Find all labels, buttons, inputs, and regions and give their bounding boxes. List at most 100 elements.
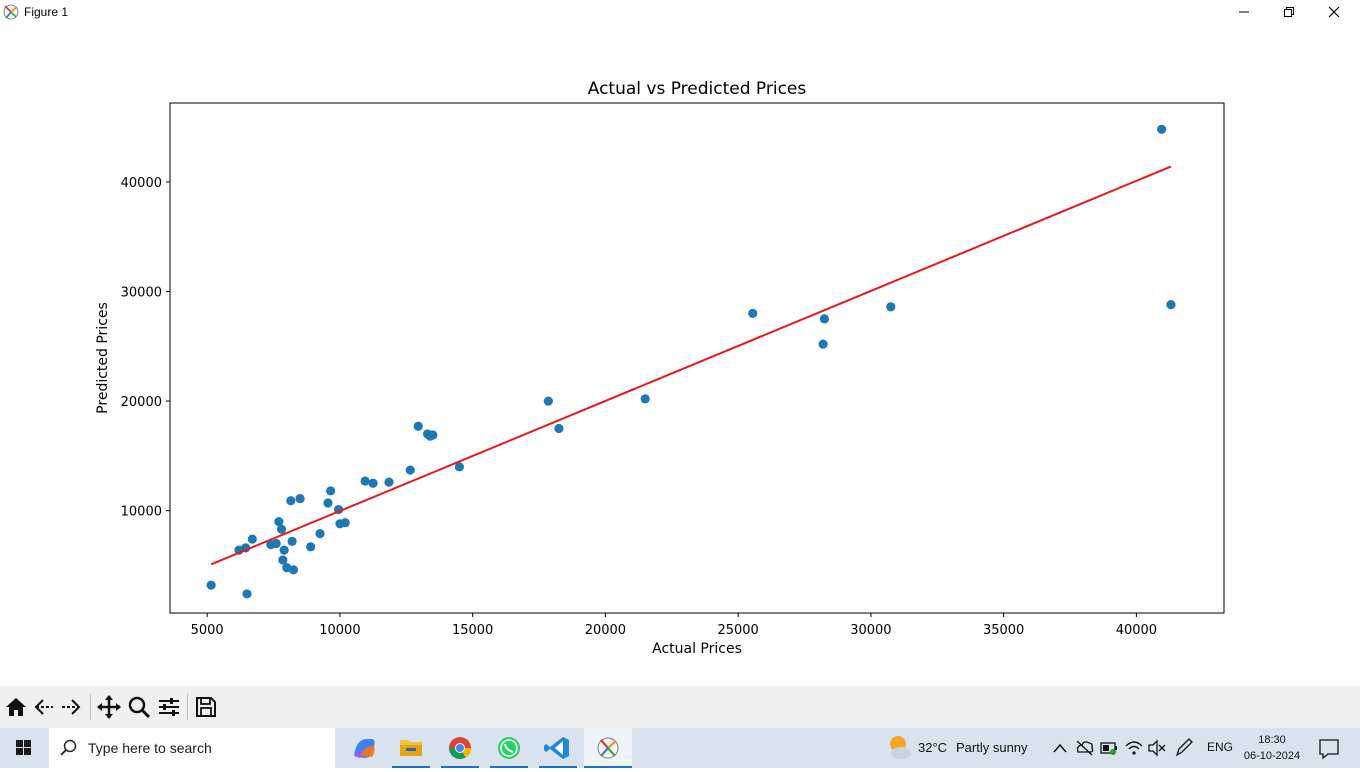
back-button[interactable] (31, 694, 57, 720)
scatter-point (288, 565, 299, 575)
zoom-button[interactable] (126, 694, 152, 720)
notification-icon (1319, 739, 1339, 760)
chevron-up-icon (1053, 743, 1067, 753)
chrome-icon (449, 737, 471, 759)
y-tick-label: 20000 (121, 395, 162, 410)
toolbar-separator (90, 694, 91, 720)
y-tick-label: 40000 (121, 176, 162, 191)
scatter-point (640, 394, 650, 404)
x-axis-label: Actual Prices (652, 641, 742, 657)
close-icon (1328, 6, 1340, 18)
taskbar-search-box[interactable]: Type here to search (49, 728, 335, 768)
save-icon (196, 697, 216, 717)
scatter-point (384, 477, 394, 487)
scatter-point (543, 396, 553, 406)
minimize-button[interactable] (1222, 0, 1266, 24)
running-indicator (441, 766, 479, 768)
pan-button[interactable] (96, 694, 122, 720)
taskbar-vscode[interactable] (535, 728, 581, 768)
taskbar-chrome[interactable] (437, 728, 483, 768)
scatter-point (274, 517, 284, 527)
battery-icon (1100, 742, 1117, 755)
scatter-point (286, 496, 296, 506)
notifications-button[interactable] (1314, 728, 1344, 768)
matplotlib-icon (597, 737, 619, 759)
taskbar-copilot[interactable] (340, 728, 388, 768)
scatter-point (819, 314, 830, 324)
axes-frame (169, 102, 1225, 614)
taskbar-python-figure[interactable] (584, 728, 632, 768)
configure-button[interactable] (156, 694, 182, 720)
running-indicator (584, 766, 632, 768)
minimize-icon (1239, 11, 1249, 13)
vscode-icon (544, 737, 569, 759)
back-icon (34, 699, 53, 715)
folder-icon (400, 740, 422, 756)
x-tick-label: 10000 (319, 623, 360, 638)
scatter-point (315, 529, 325, 539)
copilot-icon (354, 739, 375, 758)
start-button[interactable] (0, 728, 48, 768)
matplotlib-icon (3, 4, 19, 20)
clock-date: 06-10-2024 (1243, 750, 1301, 762)
taskbar-whatsapp[interactable] (486, 728, 532, 768)
scatter-point (206, 580, 216, 590)
figure-canvas[interactable]: Actual vs Predicted Prices Actual Prices… (0, 24, 1360, 686)
scatter-point (405, 465, 415, 475)
scatter-point (276, 524, 287, 534)
scatter-point (554, 423, 564, 434)
y-axis-label: Predicted Prices (95, 302, 111, 414)
tray-pen[interactable] (1173, 728, 1195, 768)
volume-muted-icon (1148, 739, 1166, 757)
search-placeholder: Type here to search (88, 740, 212, 756)
wifi-icon (1125, 741, 1143, 755)
y-tick-label: 30000 (121, 285, 162, 300)
tray-volume[interactable] (1146, 728, 1168, 768)
show-hidden-icons-button[interactable] (1050, 728, 1070, 768)
scatter-point (886, 302, 896, 312)
running-indicator (490, 766, 528, 768)
weather-temperature: 32°C (918, 740, 948, 755)
language-indicator[interactable]: ENG (1207, 740, 1234, 754)
search-icon (60, 739, 77, 756)
navigation-toolbar (0, 686, 1360, 728)
x-tick-label: 30000 (850, 623, 891, 638)
running-indicator (539, 766, 577, 768)
tray-onedrive[interactable] (1073, 728, 1095, 768)
scatter-point (1166, 300, 1176, 310)
tray-network[interactable] (1123, 728, 1145, 768)
scatter-point (360, 476, 370, 486)
home-button[interactable] (3, 694, 29, 720)
tray-battery[interactable] (1098, 728, 1120, 768)
cloud-offline-icon (1076, 740, 1094, 756)
restore-icon (1284, 7, 1294, 17)
forward-button[interactable] (58, 694, 84, 720)
weather-widget[interactable]: 32°C Partly sunny (880, 728, 1040, 768)
x-tick-label: 25000 (717, 623, 758, 638)
scatter-point (326, 486, 336, 496)
partly-sunny-icon (890, 736, 911, 759)
chart-title: Actual vs Predicted Prices (588, 79, 807, 99)
save-button[interactable] (193, 694, 219, 720)
scatter-point (323, 498, 333, 508)
taskbar-clock[interactable]: 18:30 06-10-2024 (1236, 732, 1308, 764)
x-tick-label: 35000 (983, 623, 1024, 638)
windows-taskbar: Type here to search (0, 728, 1360, 768)
scatter-point (278, 555, 288, 565)
toolbar-separator (187, 694, 188, 720)
scatter-point (748, 308, 758, 318)
scatter-point (279, 545, 289, 555)
scatter-point (340, 518, 350, 528)
zoom-icon (128, 696, 151, 719)
fit-line (210, 165, 1172, 566)
restore-button[interactable] (1267, 0, 1311, 24)
taskbar-file-explorer[interactable] (390, 728, 432, 768)
close-button[interactable] (1312, 0, 1356, 24)
forward-icon (62, 699, 81, 715)
scatter-point (271, 538, 281, 549)
whatsapp-icon (498, 737, 520, 759)
clock-time: 18:30 (1258, 734, 1286, 746)
scatter-point (242, 589, 252, 599)
y-tick-label: 10000 (121, 505, 162, 520)
windows-logo-icon (16, 740, 31, 755)
